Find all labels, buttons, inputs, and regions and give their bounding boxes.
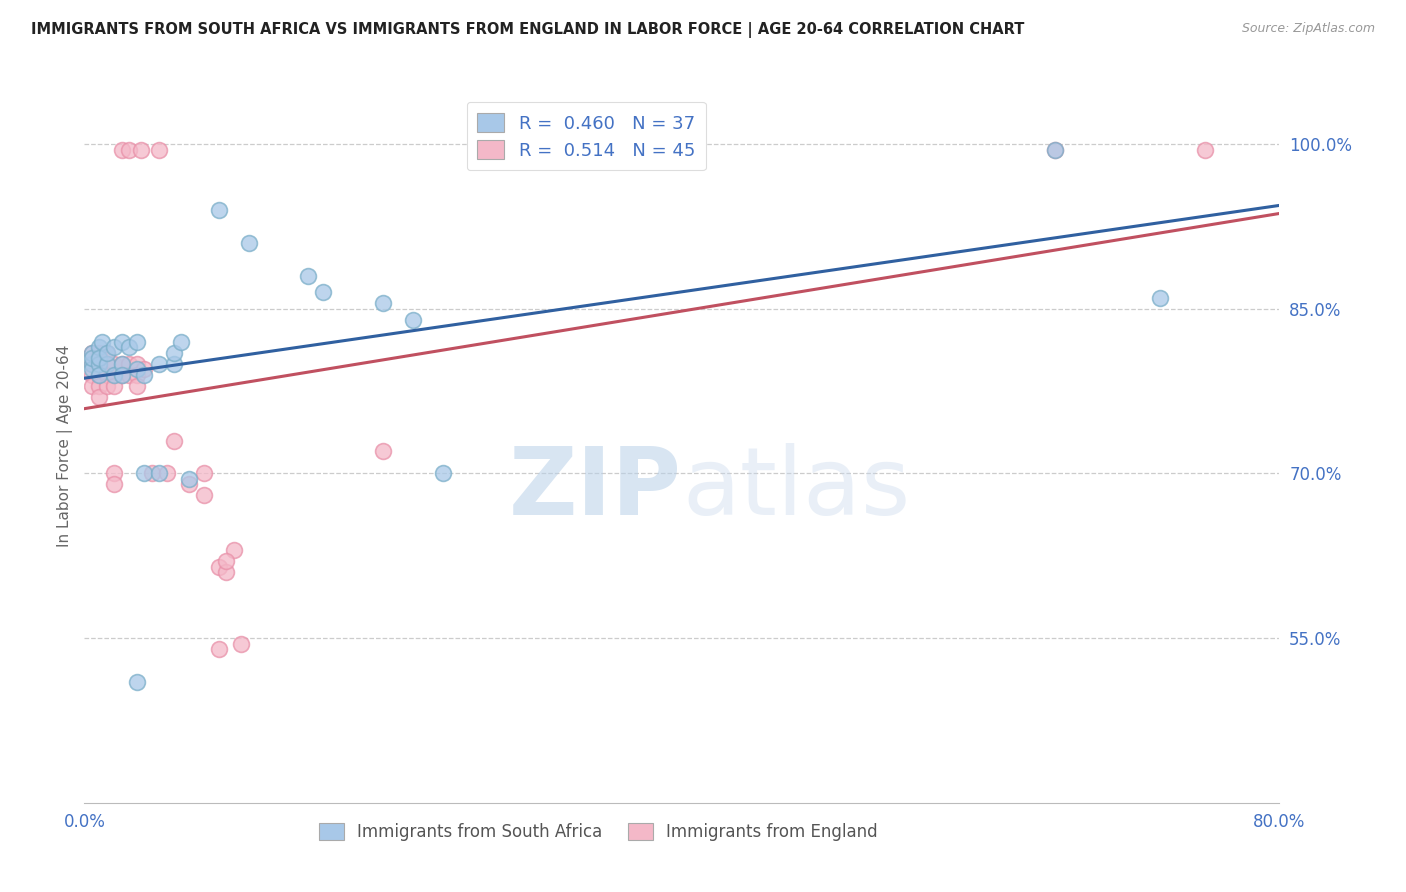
Point bbox=[96, 345, 118, 359]
Point bbox=[89, 368, 111, 382]
Point bbox=[80, 351, 103, 366]
Point bbox=[80, 357, 103, 371]
Point bbox=[96, 357, 118, 371]
Point bbox=[163, 345, 186, 359]
Point bbox=[148, 143, 170, 157]
Point bbox=[89, 378, 111, 392]
Point bbox=[103, 467, 125, 481]
Point bbox=[80, 362, 103, 376]
Point bbox=[163, 434, 186, 448]
Text: IMMIGRANTS FROM SOUTH AFRICA VS IMMIGRANTS FROM ENGLAND IN LABOR FORCE | AGE 20-: IMMIGRANTS FROM SOUTH AFRICA VS IMMIGRAN… bbox=[31, 22, 1025, 38]
Point bbox=[96, 368, 118, 382]
Point bbox=[80, 368, 103, 382]
Point bbox=[80, 345, 103, 359]
Point bbox=[208, 202, 231, 217]
Point bbox=[177, 477, 200, 491]
Point bbox=[103, 368, 125, 382]
Point bbox=[111, 357, 134, 371]
Point bbox=[155, 467, 177, 481]
Point bbox=[125, 368, 148, 382]
Point bbox=[129, 143, 152, 157]
Point bbox=[80, 378, 103, 392]
Point bbox=[148, 467, 170, 481]
Text: atlas: atlas bbox=[682, 442, 910, 535]
Point bbox=[96, 357, 118, 371]
Point bbox=[118, 143, 141, 157]
Point bbox=[111, 357, 134, 371]
Point bbox=[91, 334, 114, 349]
Point bbox=[89, 390, 111, 404]
Point bbox=[208, 559, 231, 574]
Point bbox=[193, 488, 215, 502]
Point bbox=[297, 268, 319, 283]
Point bbox=[231, 637, 253, 651]
Point bbox=[118, 340, 141, 354]
Point bbox=[222, 543, 245, 558]
Point bbox=[193, 467, 215, 481]
Point bbox=[118, 368, 141, 382]
Point bbox=[432, 467, 454, 481]
Point bbox=[96, 345, 118, 359]
Point bbox=[103, 378, 125, 392]
Point bbox=[103, 477, 125, 491]
Point bbox=[103, 340, 125, 354]
Y-axis label: In Labor Force | Age 20-64: In Labor Force | Age 20-64 bbox=[58, 345, 73, 547]
Point bbox=[111, 368, 134, 382]
Point bbox=[132, 467, 156, 481]
Point bbox=[177, 472, 200, 486]
Point bbox=[1045, 143, 1067, 157]
Point bbox=[215, 554, 238, 568]
Text: Source: ZipAtlas.com: Source: ZipAtlas.com bbox=[1241, 22, 1375, 36]
Point bbox=[89, 357, 111, 371]
Point bbox=[89, 345, 111, 359]
Point bbox=[132, 368, 156, 382]
Point bbox=[89, 351, 111, 366]
Point bbox=[215, 566, 238, 580]
Point bbox=[125, 378, 148, 392]
Point bbox=[89, 368, 111, 382]
Point bbox=[141, 467, 163, 481]
Point bbox=[80, 357, 103, 371]
Point bbox=[96, 378, 118, 392]
Point bbox=[111, 143, 134, 157]
Point bbox=[1149, 291, 1171, 305]
Point bbox=[103, 357, 125, 371]
Text: ZIP: ZIP bbox=[509, 442, 682, 535]
Point bbox=[89, 357, 111, 371]
Point bbox=[132, 362, 156, 376]
Point bbox=[80, 345, 103, 359]
Point bbox=[103, 368, 125, 382]
Point bbox=[373, 444, 395, 458]
Point bbox=[163, 357, 186, 371]
Point bbox=[170, 334, 193, 349]
Point bbox=[125, 357, 148, 371]
Point bbox=[1045, 143, 1067, 157]
Point bbox=[89, 340, 111, 354]
Point bbox=[208, 642, 231, 657]
Point bbox=[148, 357, 170, 371]
Point bbox=[125, 675, 148, 690]
Point bbox=[312, 285, 335, 300]
Point bbox=[111, 334, 134, 349]
Legend: Immigrants from South Africa, Immigrants from England: Immigrants from South Africa, Immigrants… bbox=[312, 816, 884, 848]
Point bbox=[111, 368, 134, 382]
Point bbox=[1194, 143, 1216, 157]
Point bbox=[373, 296, 395, 310]
Point bbox=[402, 312, 425, 326]
Point bbox=[125, 362, 148, 376]
Point bbox=[125, 334, 148, 349]
Point bbox=[238, 235, 260, 250]
Point bbox=[118, 357, 141, 371]
